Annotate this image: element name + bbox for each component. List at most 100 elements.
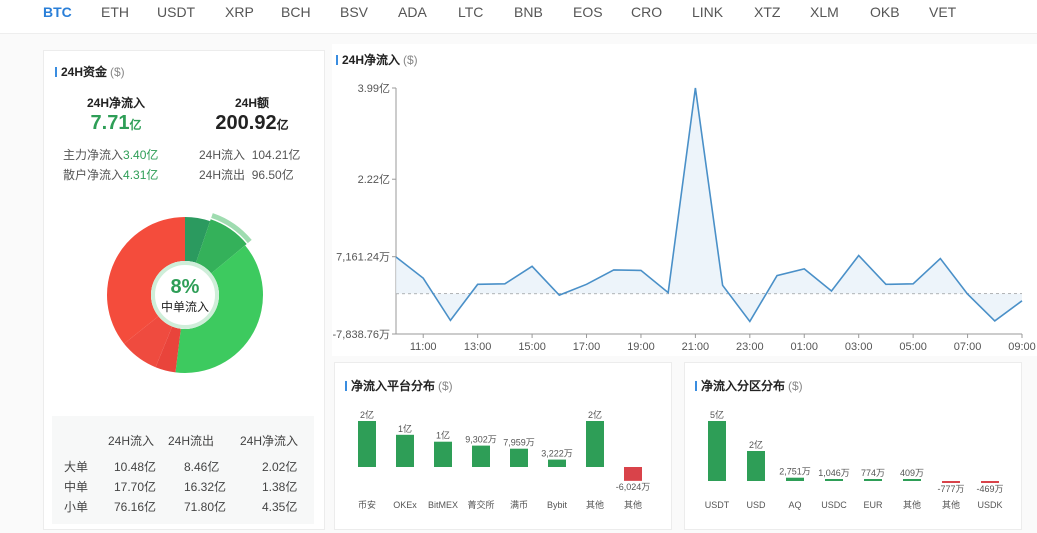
y-tick-label: -7,838.76万 [333, 329, 390, 341]
tab-ada[interactable]: ADA [398, 4, 427, 20]
bar-category-label: 其他 [942, 499, 960, 510]
bar-value-label: 9,302万 [465, 435, 497, 445]
platform-dist-card [334, 362, 672, 530]
y-tick-label: 3.99亿 [358, 82, 390, 95]
line-chart-title-unit: ($) [403, 53, 418, 67]
bar[interactable] [786, 477, 804, 481]
tab-xtz[interactable]: XTZ [754, 4, 781, 20]
bar-value-label: 2,751万 [779, 467, 811, 477]
table-cell-out: 8.46亿 [184, 460, 220, 474]
platform-dist-title: 净流入平台分布 ($) [345, 377, 453, 394]
bar[interactable] [825, 479, 843, 481]
table-row-name: 大单 [64, 460, 89, 474]
bar-category-label: 菁交所 [467, 499, 494, 510]
bar[interactable] [708, 421, 726, 481]
tab-usdt[interactable]: USDT [157, 4, 196, 20]
net-inflow-line-chart: 3.99亿 2.22亿 7,161.24万 -7,838.76万 11:00 13:00 1… [333, 82, 1036, 353]
funds-card-title: 24H资金 ($) [55, 63, 125, 80]
x-tick-label: 05:00 [899, 341, 927, 353]
donut-slice-1[interactable] [195, 219, 247, 274]
platform-dist-title-text: 净流入平台分布 [351, 379, 436, 393]
outflow-label: 24H流出 [199, 168, 246, 182]
bar[interactable] [472, 445, 490, 467]
platform-dist-title-unit: ($) [438, 379, 453, 393]
tab-okb[interactable]: OKB [870, 4, 900, 20]
tab-eth[interactable]: ETH [101, 4, 129, 20]
x-tick-label: 01:00 [790, 341, 818, 353]
bar-value-label: 774万 [861, 468, 885, 478]
table-cell-net: 1.38亿 [262, 480, 298, 494]
coin-tab-bar: BTC ETH USDT XRP BCH BSV ADA LTC BNB EOS CRO LINK XT… [0, 0, 1037, 34]
retail-inflow-line: 散户净流入4.31亿 [63, 166, 158, 183]
bar[interactable] [586, 421, 604, 467]
donut-slice-4[interactable] [124, 316, 173, 368]
donut-percent: 8% [170, 276, 200, 298]
donut-slice-5[interactable] [106, 217, 185, 344]
bar[interactable] [510, 448, 528, 467]
x-tick-label: 19:00 [627, 341, 655, 353]
bar-value-label: -469万 [976, 484, 1003, 494]
tab-bnb[interactable]: BNB [514, 4, 543, 20]
bar-category-label: USDT [705, 500, 730, 510]
bar[interactable] [624, 467, 642, 481]
bar-category-label: AQ [788, 500, 801, 510]
tab-cro[interactable]: CRO [631, 4, 663, 20]
net-inflow-series-line [395, 87, 1023, 323]
bar[interactable] [548, 459, 566, 467]
donut-slice-3[interactable] [155, 326, 181, 373]
tab-bch[interactable]: BCH [281, 4, 311, 20]
retail-inflow-label: 散户净流入 [63, 168, 124, 182]
net-inflow-label: 24H净流入 [86, 96, 145, 110]
bar-category-label: USDK [977, 500, 1002, 510]
donut-label: 中单流入 [160, 300, 209, 314]
main-inflow-line: 主力净流入3.40亿 [63, 146, 158, 163]
tab-ltc[interactable]: LTC [458, 4, 484, 20]
bar[interactable] [396, 434, 414, 467]
donut-inner-ring [151, 261, 219, 329]
tab-xrp[interactable]: XRP [225, 4, 254, 20]
tab-link[interactable]: LINK [692, 4, 724, 20]
funds-title-text: 24H资金 [61, 65, 108, 79]
table-row-name: 小单 [64, 500, 89, 514]
outflow-line: 24H流出 96.50亿 [199, 166, 294, 183]
bar-category-label: 满币 [510, 500, 528, 510]
table-header: 24H净流入 [240, 434, 299, 448]
bar-value-label: 7,959万 [503, 438, 535, 448]
table-cell-net: 4.35亿 [262, 500, 298, 514]
volume-suffix: 亿 [276, 118, 289, 132]
tab-btc[interactable]: BTC [43, 4, 72, 20]
bar-value-label: -6,024万 [616, 482, 651, 492]
title-marker [345, 381, 347, 391]
bar-value-label: 1,046万 [818, 468, 850, 478]
bar-category-label: OKEx [393, 500, 417, 510]
net-inflow-number: 7.71 [90, 112, 130, 134]
donut-slice-0[interactable] [185, 217, 211, 263]
net-inflow-value: 7.71亿 [56, 112, 176, 135]
bar-category-label: USD [746, 500, 766, 510]
bar[interactable] [981, 481, 999, 483]
bar[interactable] [747, 451, 765, 481]
x-tick-label: 09:00 [1008, 341, 1036, 353]
donut-slice-2[interactable] [175, 245, 263, 373]
bar[interactable] [434, 441, 452, 467]
inflow-line: 24H流入 104.21亿 [199, 146, 300, 163]
tab-eos[interactable]: EOS [573, 4, 603, 20]
x-tick-label: 23:00 [736, 341, 764, 353]
volume-value: 200.92亿 [192, 112, 312, 135]
table-row-name: 中单 [64, 480, 89, 494]
line-area [396, 88, 1022, 322]
table-cell-net: 2.02亿 [262, 460, 298, 474]
bar[interactable] [358, 421, 376, 467]
table-header: 24H流出 [168, 434, 215, 448]
bar-value-label: 1亿 [398, 423, 412, 434]
tab-xlm[interactable]: XLM [810, 4, 839, 20]
tab-bsv[interactable]: BSV [340, 4, 369, 20]
table-cell-in: 17.70亿 [114, 480, 157, 494]
bar[interactable] [903, 479, 921, 481]
bar[interactable] [864, 479, 882, 481]
bar-value-label: 5亿 [710, 409, 724, 420]
inflow-value: 104.21亿 [251, 148, 301, 162]
tab-vet[interactable]: VET [929, 4, 957, 20]
title-marker [55, 67, 57, 77]
bar[interactable] [942, 481, 960, 483]
